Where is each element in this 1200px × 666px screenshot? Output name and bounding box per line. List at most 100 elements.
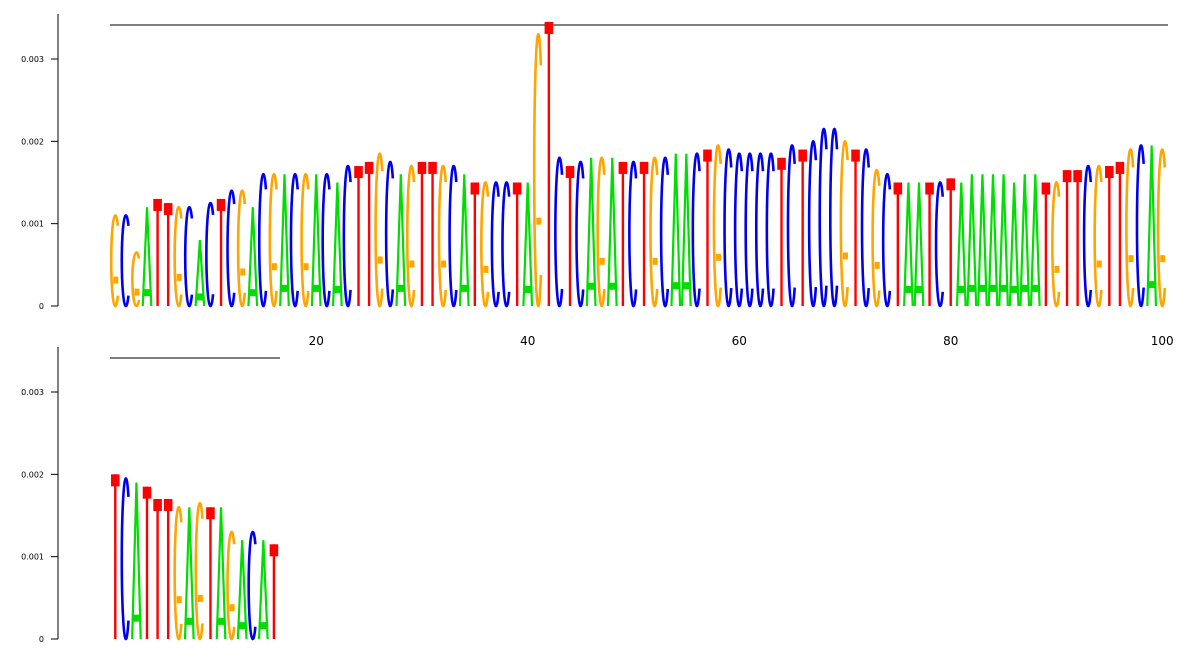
logo-column-C [754,152,765,308]
logo-column-A [1008,182,1020,307]
logo-column-T [544,21,554,306]
x-tick-label: 100 [1151,334,1174,348]
logo-column-C [628,160,638,308]
logo-column-A [680,153,692,307]
logo-column-T [946,178,955,306]
logo-column-C [554,156,564,308]
logo-column-T [470,182,480,306]
logo-column-A [522,182,534,307]
logo-column-C [786,144,796,308]
logo-column-G [173,205,183,308]
logo-column-T [893,182,903,306]
logo-column-A [606,157,618,307]
logo-column-G [649,156,659,308]
logo-column-T [565,166,575,306]
logo-column-G [131,251,141,308]
y-tick-label: 0.001 [21,553,44,562]
logo-column-G [1051,181,1061,308]
logo-column-T [142,486,152,639]
logo-column-A [966,174,978,307]
logo-column-T [111,474,120,639]
logo-panel-2: 0 0.001 0.002 0.003 [21,347,280,644]
logo-column-C [733,152,744,308]
logo-column-A [395,174,407,307]
logo-column-C [120,214,130,308]
logo-column-A [670,153,682,307]
logo-column-A [998,174,1009,307]
logo-column-C [575,160,585,308]
logo-column-G [194,501,204,641]
logo-column-G [1125,148,1135,308]
logo-column-T [703,149,712,306]
logo-column-A [1029,174,1041,307]
logo-column-G [300,172,310,308]
logo-column-C [1082,164,1093,308]
logo-column-G [226,530,236,641]
logo-column-T [639,161,649,306]
logo-column-C [691,152,701,308]
logo-panel-1: 0 0.001 0.002 0.003 20 40 60 80 100 [21,14,1174,348]
logo-column-C [659,156,670,308]
logo-column-T [163,203,173,306]
logo-column-G [374,152,384,308]
logo-column-T [1115,161,1125,306]
y-tick-label: 0.001 [21,220,44,229]
logo-column-G [839,140,849,308]
logo-column-A [913,182,925,307]
logo-column-A [331,182,343,307]
logo-column-A [279,174,290,307]
logo-column-T [1062,170,1072,306]
y-tick-label: 0 [39,635,44,644]
logo-column-T [428,161,437,306]
logo-column-G [406,164,416,308]
logo-column-T [216,198,226,306]
logo-column-T [417,161,427,306]
logo-column-T [153,198,162,306]
logo-column-G [596,156,606,308]
logo-column-C [723,148,733,308]
y-tick-label: 0.002 [21,137,44,146]
logo-column-A [247,207,259,307]
logo-column-T [798,149,807,306]
x-tick-label: 80 [943,334,958,348]
logo-column-A [458,174,470,307]
logo-column-C [342,164,352,308]
logo-column-T [512,182,522,306]
logo-column-T [364,161,374,306]
logo-column-G [712,144,722,308]
logo-column-C [501,181,511,308]
logo-column-T [354,166,363,306]
y-tick-label: 0 [39,302,44,311]
logo-column-A [903,182,914,307]
x-tick-label: 20 [309,334,324,348]
logo-column-T [1105,166,1114,306]
logo-column-G [268,172,278,308]
logo-column-G [173,505,183,641]
logo-column-A [977,174,988,307]
logo-column-G [480,181,490,308]
logo-column-T [206,507,215,639]
logo-column-G [236,189,247,308]
logo-column-C [765,152,775,308]
logo-column-C [881,172,892,308]
logo-column-C [321,172,331,308]
logo-column-C [860,148,871,308]
logo-column-A [194,240,206,307]
logo-column-T [1073,170,1082,306]
logo-column-C [934,181,945,308]
logo-column-A [257,540,269,640]
logo-column-T [163,499,173,639]
logo-column-C [205,201,215,308]
logo-column-G [437,164,448,308]
logo-column-C [807,140,818,308]
logo-column-T [925,182,934,306]
logo-column-C [247,530,257,641]
logo-column-A [987,174,999,307]
logo-column-T [269,544,279,639]
logo-column-C [384,160,395,308]
logo-column-C [289,172,299,308]
logo-column-T [618,161,628,306]
logo-column-C [829,127,839,308]
logo-column-C [818,127,828,308]
